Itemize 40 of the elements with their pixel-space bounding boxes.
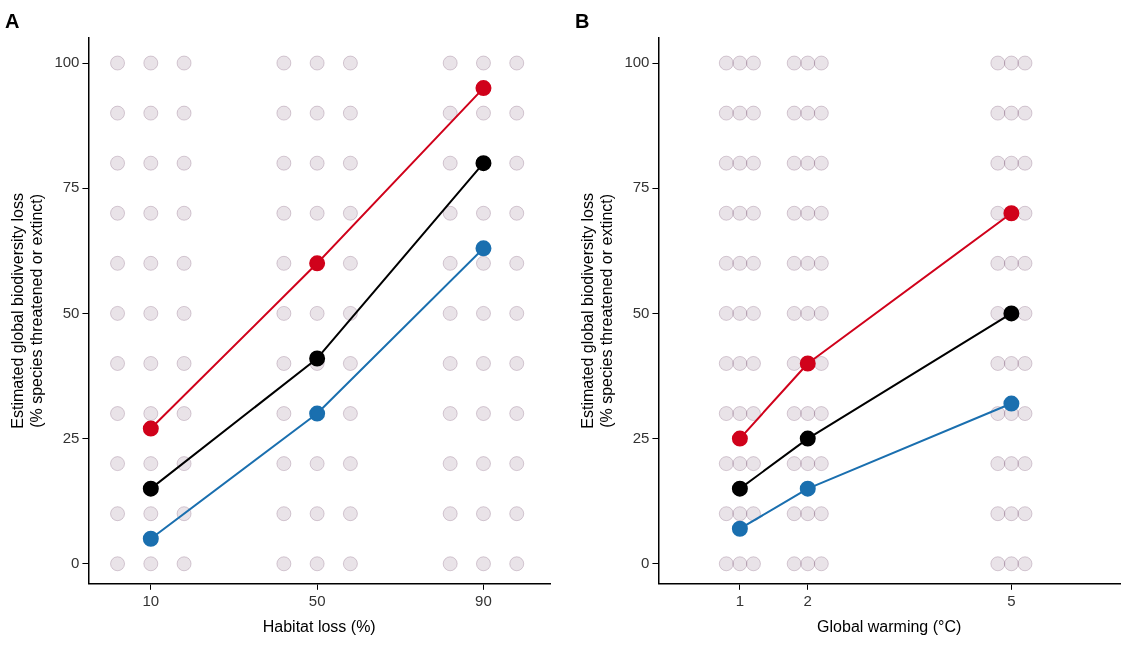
y-tick-label: 25 xyxy=(62,428,80,446)
point xyxy=(1003,395,1020,412)
y-tick-label: 25 xyxy=(632,428,650,446)
chart-title: A xyxy=(5,9,20,32)
point xyxy=(475,155,492,172)
y-tick-label: 0 xyxy=(71,553,80,571)
y-axis-title: Estimated global biodiversity loss (% species threatened or extinct) xyxy=(9,193,46,429)
chart-title: B xyxy=(575,9,590,32)
y-tick-label: 0 xyxy=(641,553,650,571)
x-tick-label: 2 xyxy=(803,591,812,609)
x-tick-label: 50 xyxy=(308,591,326,609)
point xyxy=(309,350,326,367)
y-tick-label: 100 xyxy=(54,53,80,71)
point xyxy=(731,480,748,497)
y-tick-label: 75 xyxy=(62,178,80,196)
point xyxy=(731,520,748,537)
y-axis-title: Estimated global biodiversity loss (% species threatened or extinct) xyxy=(579,193,616,429)
point xyxy=(799,355,816,372)
x-axis-title: Global warming (°C) xyxy=(817,617,962,635)
point xyxy=(799,480,816,497)
point xyxy=(1003,205,1020,222)
x-tick-label: 10 xyxy=(142,591,160,609)
point xyxy=(309,255,326,272)
point xyxy=(475,240,492,257)
point xyxy=(475,80,492,97)
y-tick-label: 100 xyxy=(624,53,650,71)
x-tick-label: 5 xyxy=(1007,591,1016,609)
x-tick-label: 90 xyxy=(475,591,492,609)
point xyxy=(1003,305,1020,322)
y-tick-label: 50 xyxy=(62,303,80,321)
point xyxy=(142,480,159,497)
point xyxy=(731,430,748,447)
point xyxy=(799,430,816,447)
y-tick-label: 75 xyxy=(632,178,650,196)
x-axis-title: Habitat loss (%) xyxy=(262,617,376,635)
point xyxy=(142,420,159,437)
point xyxy=(309,405,326,422)
x-tick-label: 1 xyxy=(735,591,745,609)
y-tick-label: 50 xyxy=(632,303,650,321)
point xyxy=(142,530,159,547)
